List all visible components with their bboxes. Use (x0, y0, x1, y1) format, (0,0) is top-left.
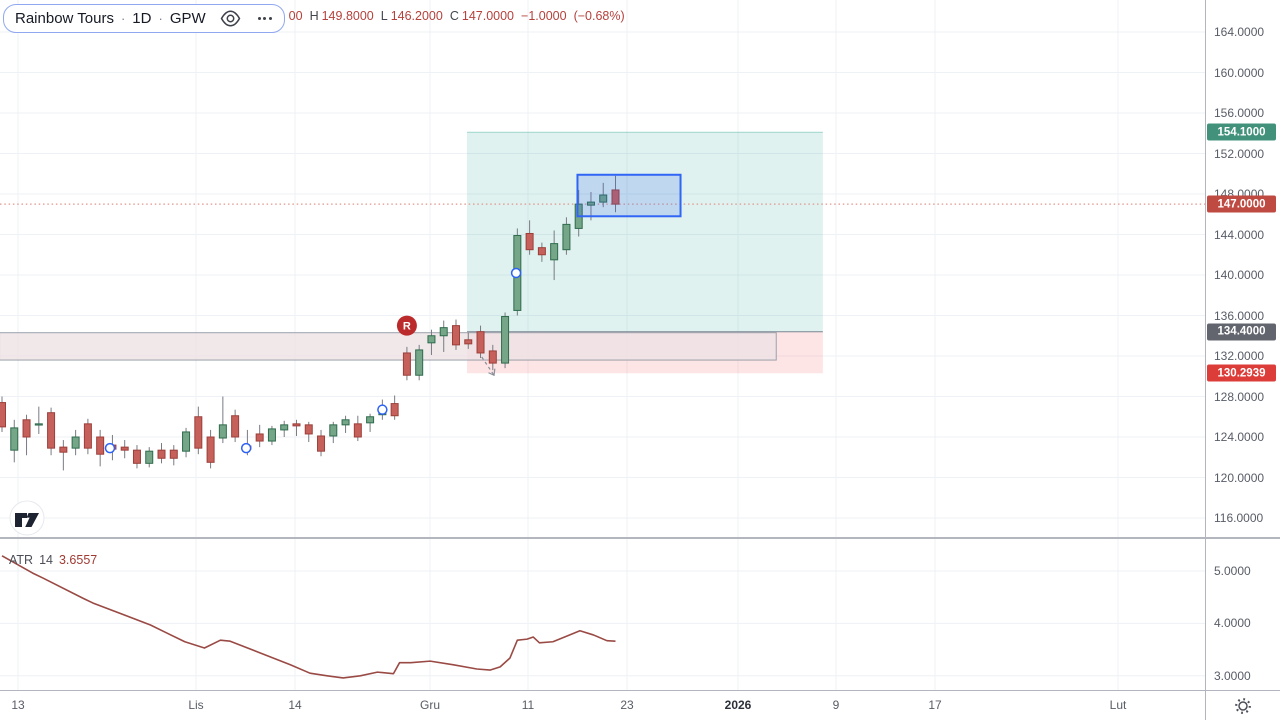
more-options-icon[interactable] (257, 17, 272, 20)
time-axis[interactable]: 13 Lis 14 Gru 11 23 2026 9 17 Lut (0, 690, 1280, 720)
time-tick-label: 9 (832, 698, 840, 712)
price-tick-label: 140.0000 (1214, 268, 1265, 282)
ohlc-high-label: H (309, 9, 319, 23)
exchange-label: GPW (169, 10, 206, 27)
time-tick-label: Lut (1109, 698, 1127, 712)
ohlc-high-value: 149.8000 (321, 9, 374, 23)
time-tick-label: 11 (521, 698, 535, 712)
range-rectangle-drawing[interactable] (0, 332, 777, 361)
time-tick-label: 23 (620, 698, 634, 712)
time-tick-label: 14 (288, 698, 302, 712)
ohlc-low-label: L (380, 9, 388, 23)
price-tick-label: 152.0000 (1214, 146, 1265, 161)
price-badge-last: 147.0000 (1207, 195, 1276, 213)
price-tick-label: 164.0000 (1214, 25, 1265, 39)
change-percent: (−0.68%) (573, 9, 625, 23)
indicator-value: 3.6557 (58, 553, 98, 567)
time-tick-label: 13 (11, 698, 25, 712)
risk-marker[interactable]: R (396, 315, 417, 336)
change-value: −1.0000 (521, 9, 567, 23)
time-tick-label: 17 (928, 698, 942, 712)
price-badge-entry: 134.4000 (1207, 323, 1276, 341)
legend-separator: · (158, 11, 163, 26)
price-tick-label: 160.0000 (1214, 65, 1265, 80)
sun-gear-icon[interactable] (1234, 697, 1252, 715)
pane-separator[interactable] (0, 537, 1280, 539)
ohlc-values: 00 H 149.8000 L 146.2000 C 147.0000 −1.0… (289, 9, 625, 23)
price-badge-stop: 130.2939 (1207, 364, 1276, 382)
drawing-anchor-point[interactable] (240, 442, 252, 454)
legend-separator: · (120, 11, 126, 26)
eye-icon[interactable] (220, 10, 241, 27)
time-tick-label: Lis (188, 698, 204, 712)
indicator-legend[interactable]: ATR 14 3.6557 (9, 553, 97, 567)
breakout-box-drawing[interactable] (576, 173, 682, 218)
ohlc-close-value: 147.0000 (461, 9, 515, 23)
atr-tick-label: 3.0000 (1214, 668, 1251, 683)
price-tick-label: 124.0000 (1214, 430, 1265, 444)
price-tick-label: 156.0000 (1214, 106, 1265, 120)
atr-line (1, 555, 616, 679)
axis-settings-cell[interactable] (1205, 691, 1280, 720)
ohlc-open-partial: 00 (288, 9, 303, 23)
price-tick-label: 116.0000 (1214, 511, 1264, 525)
indicator-length: 14 (39, 553, 53, 567)
svg-text:R: R (403, 321, 411, 333)
atr-tick-label: 5.0000 (1214, 564, 1251, 578)
indicator-name: ATR (9, 553, 34, 567)
tradingview-logo[interactable] (9, 500, 45, 541)
price-tick-label: 128.0000 (1214, 389, 1265, 404)
symbol-button[interactable]: Rainbow Tours · 1D · GPW (3, 4, 285, 33)
time-tick-label: Gru (419, 698, 441, 712)
price-axis[interactable]: 164.0000 160.0000 156.0000 152.0000 148.0000… (1205, 0, 1280, 690)
atr-tick-label: 4.0000 (1214, 616, 1251, 631)
time-tick-label: 2026 (724, 698, 752, 712)
grid-layer (0, 0, 1205, 690)
price-tick-label: 144.0000 (1214, 227, 1265, 242)
symbol-name: Rainbow Tours (15, 10, 114, 27)
ohlc-low-value: 146.2000 (390, 9, 443, 23)
price-tick-label: 136.0000 (1214, 308, 1265, 323)
ohlc-close-label: C (449, 9, 459, 23)
drawing-anchor-point[interactable] (377, 404, 388, 415)
chart-legend: Rainbow Tours · 1D · GPW 00 H 149.8000 L… (0, 0, 625, 33)
drawing-anchor-point[interactable] (510, 267, 522, 279)
price-badge-target: 154.1000 (1207, 123, 1276, 141)
price-tick-label: 132.0000 (1214, 349, 1265, 363)
arrow-annotation[interactable] (481, 356, 496, 377)
price-tick-label: 120.0000 (1214, 470, 1265, 485)
drawing-anchor-point[interactable] (104, 442, 116, 454)
interval-label: 1D (132, 10, 152, 27)
